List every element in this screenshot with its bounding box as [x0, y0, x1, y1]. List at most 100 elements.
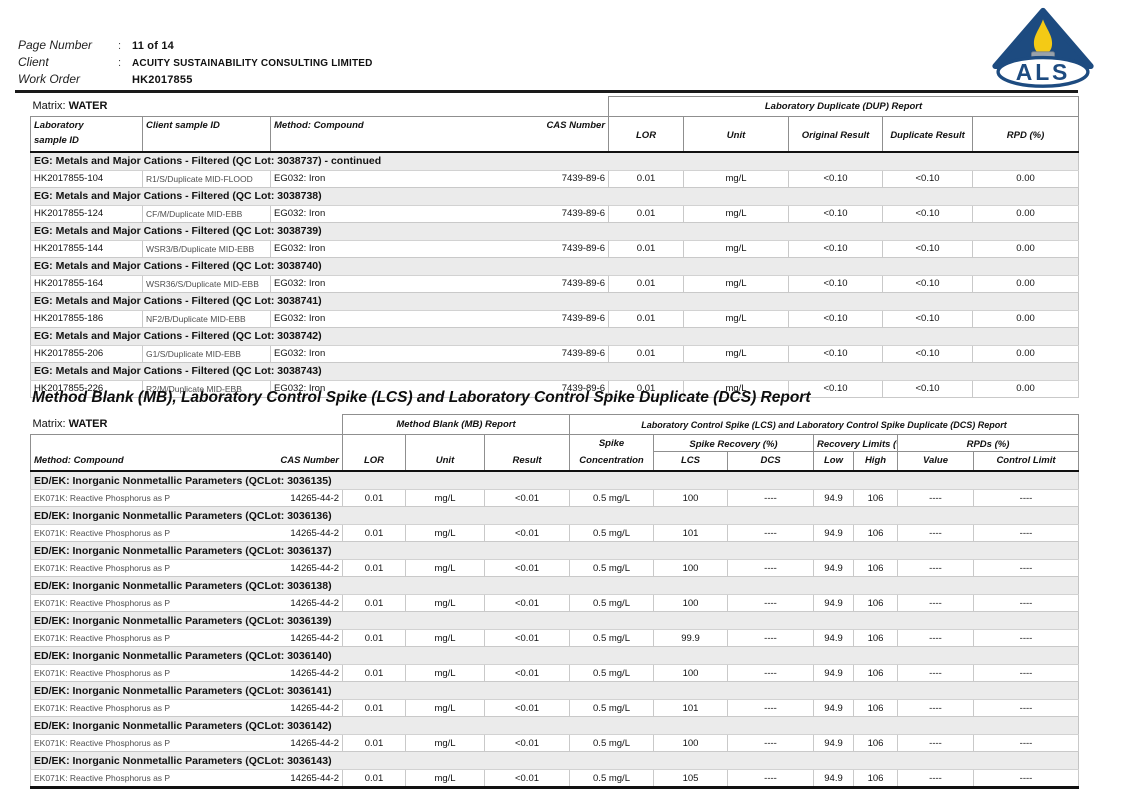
lor-cell: 0.01 — [342, 489, 406, 507]
matrix-label: Matrix: — [32, 100, 66, 113]
rpd-value-cell: ---- — [897, 629, 974, 647]
qclot-section-row: ED/EK: Inorganic Nonmetallic Parameters … — [30, 470, 1079, 490]
result-cell: <0.01 — [484, 489, 570, 507]
dcs-recovery-cell: ---- — [727, 524, 814, 542]
header-divider — [15, 90, 1078, 93]
spike-concentration-cell: 0.5 mg/L — [569, 489, 654, 507]
qclot-section-row: ED/EK: Inorganic Nonmetallic Parameters … — [30, 716, 1079, 735]
col-header-low: Low — [813, 451, 854, 472]
lor-cell: 0.01 — [342, 594, 406, 612]
duplicate-result-cell: <0.10 — [882, 204, 974, 223]
cas-number-cell: 7439-89-6 — [540, 274, 610, 293]
result-cell: <0.01 — [484, 559, 570, 577]
qclot-section-title: ED/EK: Inorganic Nonmetallic Parameters … — [30, 681, 1079, 700]
cas-number-cell: 14265-44-2 — [250, 734, 343, 752]
duplicate-result-cell: <0.10 — [882, 309, 974, 328]
unit-cell: mg/L — [405, 559, 485, 577]
col-header-unit: Unit — [405, 434, 485, 472]
qc-lot-section-title: EG: Metals and Major Cations - Filtered … — [29, 221, 1080, 241]
rpd-value-cell: ---- — [897, 769, 974, 789]
client-sample-id-cell: WSR3/B/Duplicate MID-EBB — [142, 239, 271, 258]
qclot-section-title: ED/EK: Inorganic Nonmetallic Parameters … — [30, 470, 1079, 490]
cas-number-cell: 7439-89-6 — [540, 169, 610, 188]
rpd-cell: 0.00 — [972, 239, 1080, 258]
lor-cell: 0.01 — [342, 734, 406, 752]
client-row: Client : ACUITY SUSTAINABILITY CONSULTIN… — [18, 55, 373, 71]
rpd-control-limit-cell: ---- — [973, 629, 1079, 647]
lcs-dcs-group-header: Laboratory Control Spike (LCS) and Labor… — [569, 414, 1079, 435]
method-compound-cell: EK071K: Reactive Phosphorus as P — [30, 734, 251, 752]
dcs-recovery-cell: ---- — [727, 664, 814, 682]
dcs-recovery-cell: ---- — [727, 769, 814, 789]
als-logo-icon: ALS — [992, 7, 1094, 88]
method-compound-cell: EK071K: Reactive Phosphorus as P — [30, 629, 251, 647]
matrix-line: Matrix: WATER — [31, 97, 609, 117]
method-compound-cell: EG032: Iron — [270, 274, 541, 293]
client-sample-id-cell: R1/S/Duplicate MID-FLOOD — [142, 169, 271, 188]
client-value: ACUITY SUSTAINABILITY CONSULTING LIMITED — [132, 58, 373, 69]
rpd-value-cell: ---- — [897, 559, 974, 577]
unit-cell: mg/L — [405, 699, 485, 717]
dcs-recovery-cell: ---- — [727, 489, 814, 507]
recovery-limit-high-cell: 106 — [853, 524, 898, 542]
col-header-rpd: RPD (%) — [972, 116, 1080, 153]
cas-number-cell: 14265-44-2 — [250, 594, 343, 612]
lcs-recovery-cell: 100 — [653, 664, 728, 682]
lcs-recovery-cell: 100 — [653, 489, 728, 507]
recovery-limit-low-cell: 94.9 — [813, 699, 854, 717]
rpd-cell: 0.00 — [972, 379, 1080, 398]
mb-lcs-result-row: EK071K: Reactive Phosphorus as P 14265-4… — [30, 489, 1079, 507]
rpd-cell: 0.00 — [972, 169, 1080, 188]
qclot-section-row: ED/EK: Inorganic Nonmetallic Parameters … — [30, 541, 1079, 560]
work-order-label: Work Order — [18, 72, 81, 86]
rpd-cell: 0.00 — [972, 344, 1080, 363]
cas-number-cell: 14265-44-2 — [250, 629, 343, 647]
lor-cell: 0.01 — [608, 309, 685, 328]
qclot-section-row: ED/EK: Inorganic Nonmetallic Parameters … — [30, 681, 1079, 700]
col-header-duplicate-result: Duplicate Result — [882, 116, 974, 153]
group-header-spike-recovery: Spike Recovery (%) — [653, 434, 814, 452]
col-header-value: Value — [897, 451, 974, 472]
cas-number-cell: 14265-44-2 — [250, 559, 343, 577]
recovery-limit-high-cell: 106 — [853, 734, 898, 752]
original-result-cell: <0.10 — [788, 379, 884, 398]
original-result-cell: <0.10 — [788, 239, 884, 258]
result-cell: <0.01 — [484, 734, 570, 752]
method-compound-cell: EG032: Iron — [270, 309, 541, 328]
page-number-row: Page Number : 11 of 14 — [18, 38, 373, 54]
dcs-recovery-cell: ---- — [727, 699, 814, 717]
client-sample-id-cell: G1/S/Duplicate MID-EBB — [142, 344, 271, 363]
recovery-limit-high-cell: 106 — [853, 769, 898, 789]
qc-lot-section-title: EG: Metals and Major Cations - Filtered … — [29, 186, 1080, 206]
unit-cell: mg/L — [405, 629, 485, 647]
lcs-recovery-cell: 101 — [653, 699, 728, 717]
rpd-cell: 0.00 — [972, 309, 1080, 328]
cas-number-cell: 7439-89-6 — [540, 379, 610, 398]
original-result-cell: <0.10 — [788, 274, 884, 293]
lor-cell: 0.01 — [608, 274, 685, 293]
col-header-method-cas: Method: Compound CAS Number — [30, 434, 343, 472]
matrix-line: Matrix: WATER — [31, 415, 343, 435]
duplicate-result-cell: <0.10 — [882, 344, 974, 363]
col-header-result: Result — [484, 434, 570, 472]
unit-cell: mg/L — [405, 769, 485, 789]
page-number-value: 11 of 14 — [132, 40, 174, 52]
unit-cell: mg/L — [683, 309, 790, 328]
lcs-recovery-cell: 100 — [653, 734, 728, 752]
col-header-original-result: Original Result — [788, 116, 884, 153]
lab-sample-id-cell: HK2017855-104 — [30, 169, 143, 188]
qc-lot-section-row: EG: Metals and Major Cations - Filtered … — [29, 326, 1080, 346]
col-header-cas-number: CAS Number — [540, 116, 610, 153]
method-compound-cell: EK071K: Reactive Phosphorus as P — [30, 524, 251, 542]
matrix-label: Matrix: — [32, 418, 66, 431]
rpd-value-cell: ---- — [897, 699, 974, 717]
unit-cell: mg/L — [683, 169, 790, 188]
original-result-cell: <0.10 — [788, 169, 884, 188]
unit-cell: mg/L — [405, 734, 485, 752]
recovery-limit-high-cell: 106 — [853, 699, 898, 717]
lor-cell: 0.01 — [608, 239, 685, 258]
result-cell: <0.01 — [484, 629, 570, 647]
dup-group-header: Laboratory Duplicate (DUP) Report — [608, 96, 1080, 117]
spike-concentration-cell: 0.5 mg/L — [569, 594, 654, 612]
unit-cell: mg/L — [405, 594, 485, 612]
